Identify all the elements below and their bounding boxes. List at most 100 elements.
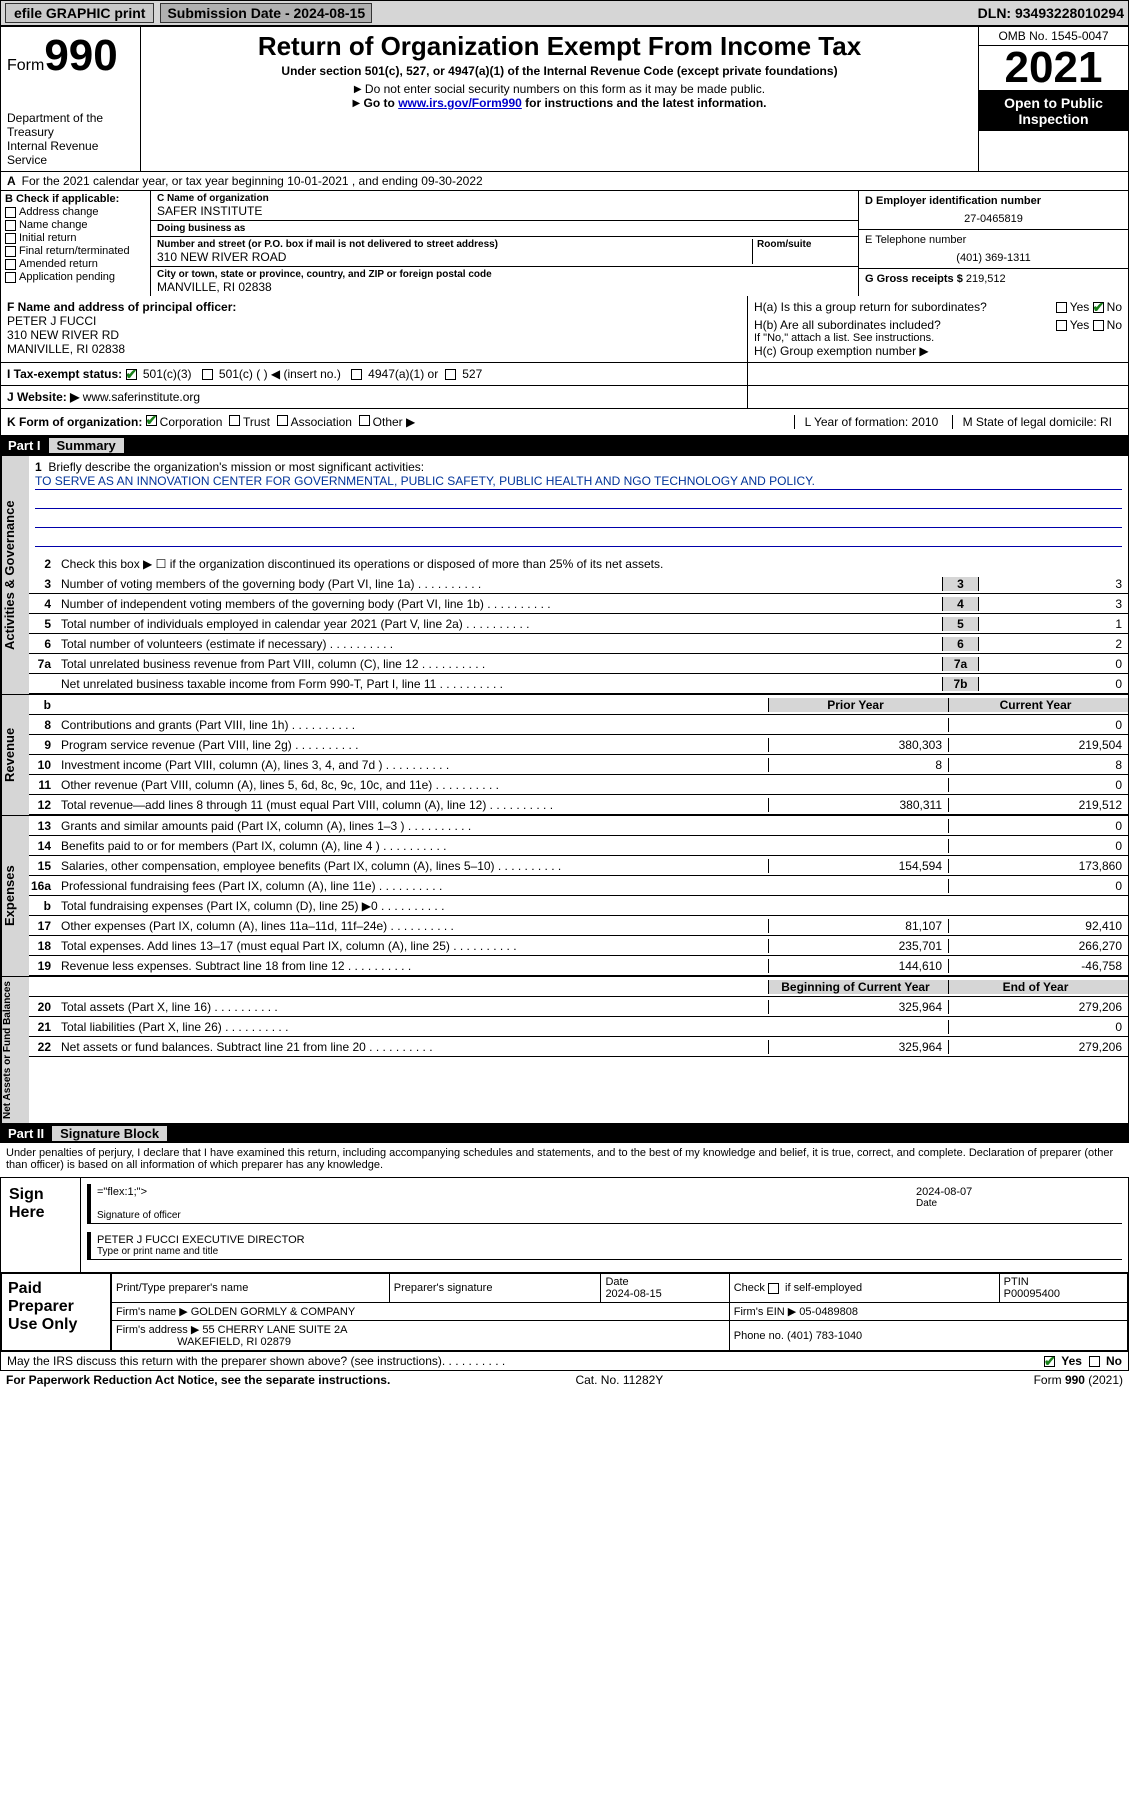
- line2-desc: Check this box ▶ ☐ if the organization d…: [57, 555, 1128, 573]
- summary-line: 15Salaries, other compensation, employee…: [29, 856, 1128, 876]
- corp-checkbox[interactable]: [146, 415, 157, 426]
- hb-yes-checkbox[interactable]: [1056, 320, 1067, 331]
- org-name-value: SAFER INSTITUTE: [157, 204, 852, 218]
- colb-item: Initial return: [5, 232, 146, 244]
- city-cell: City or town, state or province, country…: [151, 267, 858, 296]
- summary-revenue: Revenue b Prior Year Current Year 8Contr…: [0, 695, 1129, 816]
- principal-officer: F Name and address of principal officer:…: [1, 296, 748, 362]
- city-value: MANVILLE, RI 02838: [157, 280, 852, 294]
- website-value: www.saferinstitute.org: [83, 390, 200, 404]
- website-label: J Website: ▶: [7, 390, 79, 404]
- 501c3-checkbox[interactable]: [126, 369, 137, 380]
- hc-label: H(c) Group exemption number ▶: [754, 344, 1122, 358]
- org-name-cell: C Name of organization SAFER INSTITUTE: [151, 191, 858, 221]
- dln: DLN: 93493228010294: [978, 5, 1124, 21]
- addr-value: 310 NEW RIVER ROAD: [157, 250, 752, 264]
- row-j: J Website: ▶ www.saferinstitute.org: [0, 386, 1129, 409]
- form-org-label: K Form of organization:: [7, 415, 142, 429]
- 527-checkbox[interactable]: [445, 369, 456, 380]
- col-b-header: B Check if applicable:: [5, 193, 119, 205]
- ha-label: H(a) Is this a group return for subordin…: [754, 300, 987, 314]
- colb-checkbox[interactable]: [5, 259, 16, 270]
- row-a-label: A: [7, 174, 16, 188]
- 501c-checkbox[interactable]: [202, 369, 213, 380]
- other-checkbox[interactable]: [359, 415, 370, 426]
- gross-value: 219,512: [966, 273, 1006, 285]
- sig-officer-field[interactable]: ="flex:1;"> Signature of officer 2024-08…: [87, 1184, 1122, 1224]
- summary-line: 17Other expenses (Part IX, column (A), l…: [29, 916, 1128, 936]
- summary-line: bTotal fundraising expenses (Part IX, co…: [29, 896, 1128, 916]
- footer-row: For Paperwork Reduction Act Notice, see …: [0, 1371, 1129, 1389]
- ha-yes-checkbox[interactable]: [1056, 302, 1067, 313]
- trust-checkbox[interactable]: [229, 415, 240, 426]
- end-year-hdr: End of Year: [948, 980, 1128, 994]
- begin-year-hdr: Beginning of Current Year: [768, 980, 948, 994]
- assoc-checkbox[interactable]: [277, 415, 288, 426]
- discuss-row: May the IRS discuss this return with the…: [0, 1352, 1129, 1371]
- summary-line: 6Total number of volunteers (estimate if…: [29, 634, 1128, 654]
- tax-exempt-label: I Tax-exempt status:: [7, 367, 122, 381]
- ein-label: D Employer identification number: [865, 195, 1041, 207]
- row-a-taxyear: A For the 2021 calendar year, or tax yea…: [0, 172, 1129, 191]
- part1-num: Part I: [8, 438, 41, 453]
- firm-name-label: Firm's name ▶: [116, 1306, 188, 1318]
- prep-date-val: 2024-08-15: [605, 1288, 661, 1300]
- line1: 1 Briefly describe the organization's mi…: [29, 456, 1128, 554]
- current-year-hdr: Current Year: [948, 698, 1128, 712]
- discuss-yes-checkbox[interactable]: [1044, 1356, 1055, 1367]
- efile-print-button[interactable]: efile GRAPHIC print: [5, 3, 154, 23]
- row-k: K Form of organization: Corporation Trus…: [0, 409, 1129, 436]
- summary-line: 21Total liabilities (Part X, line 26)0: [29, 1017, 1128, 1037]
- note-ssn: ▶ Do not enter social security numbers o…: [149, 82, 970, 96]
- hb-note: If "No," attach a list. See instructions…: [754, 332, 1122, 344]
- summary-line: 20Total assets (Part X, line 16)325,9642…: [29, 997, 1128, 1017]
- row-i: I Tax-exempt status: 501(c)(3) 501(c) ( …: [0, 363, 1129, 386]
- dba-label: Doing business as: [157, 223, 852, 234]
- vtab-expenses: Expenses: [1, 816, 29, 976]
- prep-name-hdr: Print/Type preparer's name: [112, 1274, 390, 1303]
- colb-item: Amended return: [5, 258, 146, 270]
- year-formation: L Year of formation: 2010: [794, 415, 949, 429]
- summary-line: Net unrelated business taxable income fr…: [29, 674, 1128, 694]
- form-title: Return of Organization Exempt From Incom…: [149, 31, 970, 62]
- firm-ein-label: Firm's EIN ▶: [734, 1306, 797, 1318]
- dba-cell: Doing business as: [151, 221, 858, 237]
- gross-label: G Gross receipts $: [865, 273, 963, 285]
- submission-date: Submission Date - 2024-08-15: [160, 3, 372, 23]
- part1-title: Summary: [49, 438, 124, 453]
- col-d: D Employer identification number 27-0465…: [858, 191, 1128, 296]
- col-b-checkboxes: B Check if applicable: Address changeNam…: [1, 191, 151, 296]
- colb-item: Name change: [5, 219, 146, 231]
- tax-year: 2021: [979, 46, 1128, 91]
- summary-line: 10Investment income (Part VIII, column (…: [29, 755, 1128, 775]
- colb-item: Application pending: [5, 271, 146, 283]
- summary-governance: Activities & Governance 1 Briefly descri…: [0, 455, 1129, 695]
- colb-checkbox[interactable]: [5, 207, 16, 218]
- summary-line: 12Total revenue—add lines 8 through 11 (…: [29, 795, 1128, 815]
- open-inspection: Open to Public Inspection: [979, 91, 1128, 131]
- officer-name-value: PETER J FUCCI EXECUTIVE DIRECTOR: [97, 1234, 305, 1246]
- revenue-colhdr: b Prior Year Current Year: [29, 695, 1128, 715]
- discuss-no-checkbox[interactable]: [1089, 1356, 1100, 1367]
- colb-checkbox[interactable]: [5, 246, 16, 257]
- colb-checkbox[interactable]: [5, 272, 16, 283]
- firm-addr-label: Firm's address ▶: [116, 1324, 199, 1336]
- self-employed-checkbox[interactable]: [768, 1283, 779, 1294]
- row-a-text: For the 2021 calendar year, or tax year …: [22, 174, 483, 188]
- dept-treasury: Department of the Treasury: [7, 111, 134, 139]
- tel-value: (401) 369-1311: [865, 252, 1122, 264]
- hb-no-checkbox[interactable]: [1093, 320, 1104, 331]
- addr-cell: Number and street (or P.O. box if mail i…: [151, 237, 858, 267]
- section-bcd: B Check if applicable: Address changeNam…: [0, 191, 1129, 296]
- form-subtitle: Under section 501(c), 527, or 4947(a)(1)…: [149, 64, 970, 78]
- colb-checkbox[interactable]: [5, 220, 16, 231]
- discuss-label: May the IRS discuss this return with the…: [7, 1354, 442, 1368]
- officer-name: PETER J FUCCI: [7, 314, 96, 328]
- phone-value: (401) 783-1040: [787, 1330, 862, 1342]
- colb-checkbox[interactable]: [5, 233, 16, 244]
- ha-no-checkbox[interactable]: [1093, 302, 1104, 313]
- 4947-checkbox[interactable]: [351, 369, 362, 380]
- irs-link[interactable]: www.irs.gov/Form990: [398, 96, 522, 110]
- pra-notice: For Paperwork Reduction Act Notice, see …: [6, 1373, 390, 1387]
- form-footer: Form 990 (2021): [1034, 1373, 1123, 1387]
